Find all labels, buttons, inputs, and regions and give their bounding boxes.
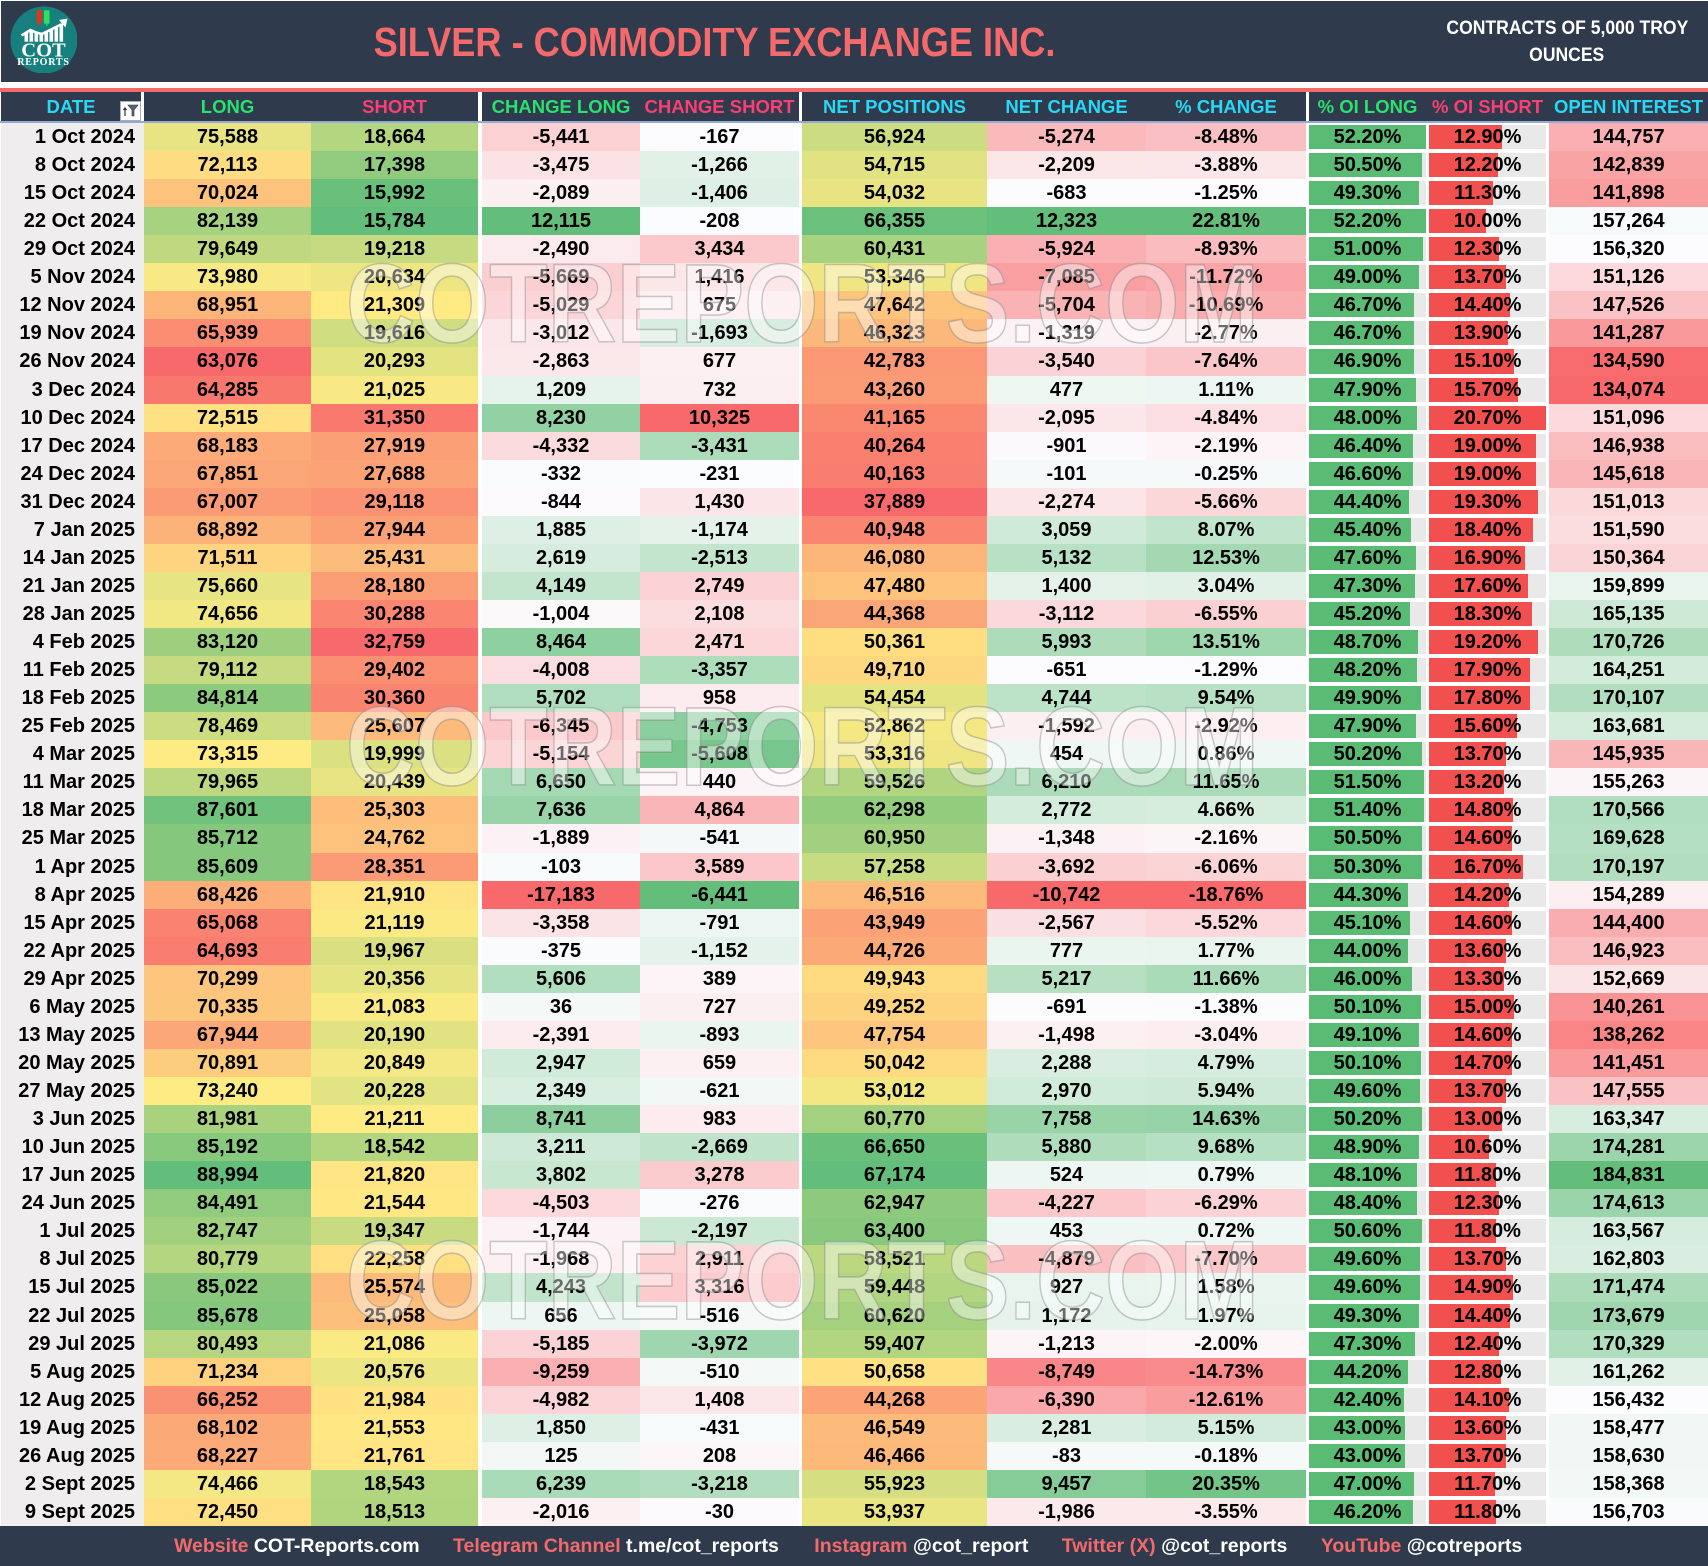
svg-text:COT: COT xyxy=(21,40,66,62)
svg-text:REPORTS: REPORTS xyxy=(17,57,69,68)
